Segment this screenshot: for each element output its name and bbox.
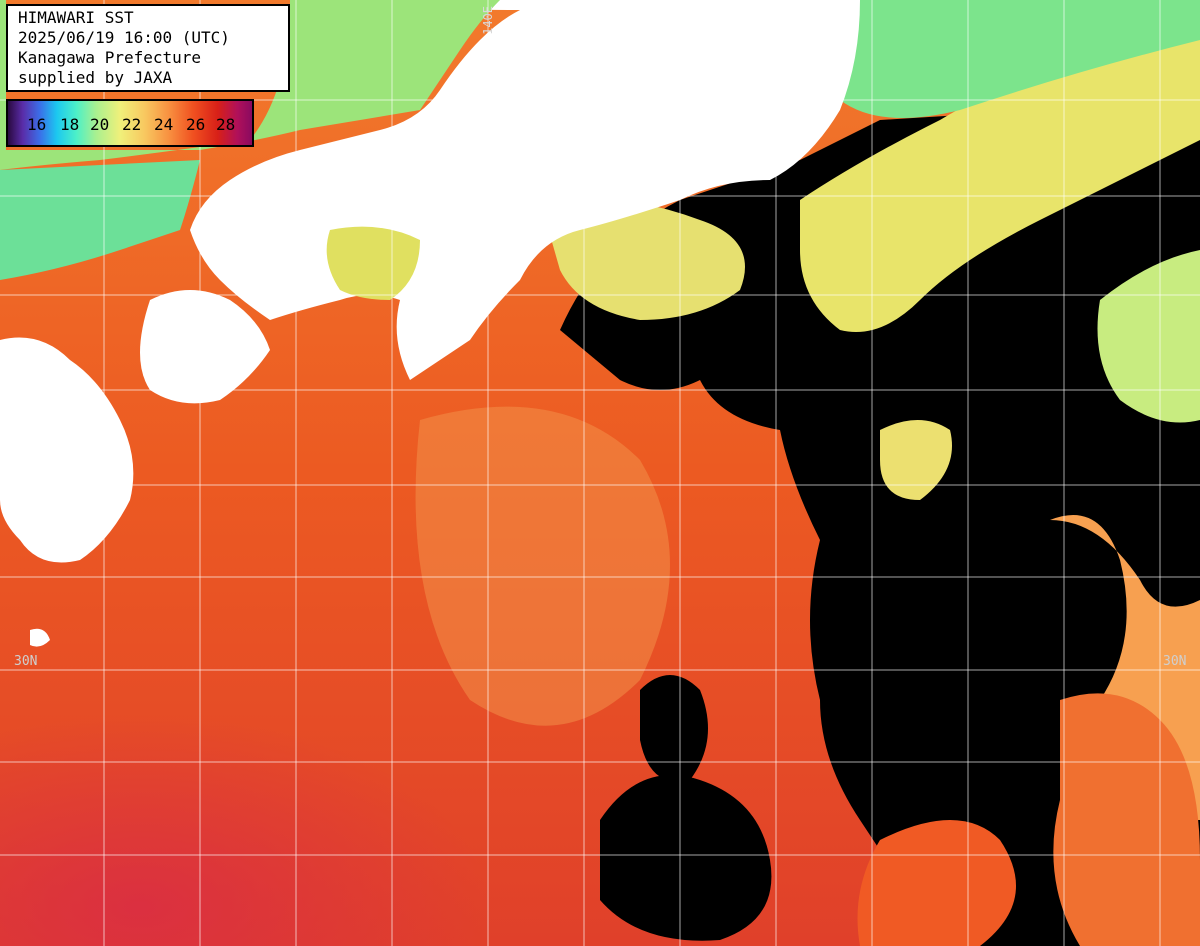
lat-label-30n-right: 30N xyxy=(1163,654,1187,669)
info-box: HIMAWARI SST 2025/06/19 16:00 (UTC) Kana… xyxy=(6,4,290,92)
cool-band-northeast xyxy=(800,20,1200,332)
legend-tick: 26 xyxy=(186,115,206,134)
cloud-blob-south xyxy=(600,775,772,941)
legend-tick: 18 xyxy=(60,115,80,134)
sst-patch-southeast xyxy=(857,820,1016,946)
cool-patch-coast xyxy=(540,197,745,320)
cool-band-east xyxy=(1097,250,1200,423)
cloud-blob-mid xyxy=(640,675,708,782)
lon-label-140e: 140E xyxy=(481,6,495,35)
map-region: Kanagawa Prefecture xyxy=(18,48,202,67)
warm-blob-east xyxy=(880,420,952,500)
legend-tick-labels: 16 18 20 22 24 26 28 xyxy=(8,115,252,135)
legend-tick: 28 xyxy=(216,115,236,134)
lat-label-30n-left: 30N xyxy=(14,654,38,669)
mid-orange-patch xyxy=(415,406,670,726)
cool-coastal-water-west xyxy=(0,160,200,280)
map-title: HIMAWARI SST xyxy=(18,8,134,27)
sst-patch-east-2 xyxy=(1053,693,1200,946)
cool-water-kii xyxy=(326,226,420,300)
color-legend: 16 18 20 22 24 26 28 xyxy=(6,99,254,147)
legend-color-bar xyxy=(8,101,252,145)
legend-tick: 20 xyxy=(90,115,110,134)
land-kyushu xyxy=(0,337,134,563)
map-credit: supplied by JAXA xyxy=(18,68,173,87)
legend-tick: 16 xyxy=(27,115,47,134)
green-band-north xyxy=(840,0,1200,118)
cloud-cover-east xyxy=(560,100,1200,946)
legend-tick: 24 xyxy=(154,115,174,134)
cool-coastal-water-top xyxy=(0,0,500,170)
legend-tick: 22 xyxy=(122,115,142,134)
land-shikoku xyxy=(140,290,270,404)
map-datetime: 2025/06/19 16:00 (UTC) xyxy=(18,28,230,47)
land-tanegashima xyxy=(30,628,50,647)
